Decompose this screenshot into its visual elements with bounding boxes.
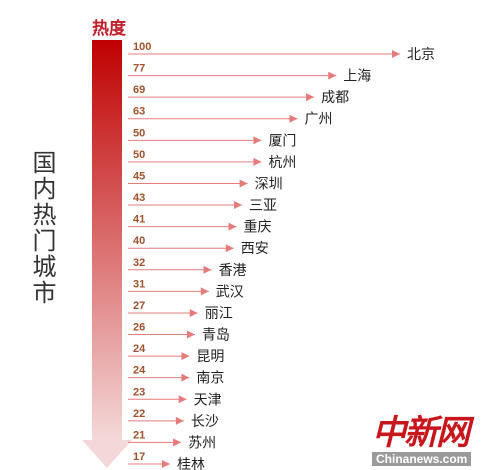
city-label: 广州 — [304, 112, 332, 128]
city-label: 杭州 — [268, 155, 296, 171]
chart-title: 国内热门城市 — [28, 150, 56, 306]
city-label: 深圳 — [255, 176, 283, 192]
value-label: 17 — [133, 451, 145, 463]
city-label: 重庆 — [244, 220, 272, 236]
city-label: 上海 — [343, 69, 371, 85]
arrow-head — [181, 373, 190, 382]
value-label: 22 — [133, 408, 145, 420]
value-label: 43 — [133, 192, 145, 204]
arrow-head — [200, 287, 209, 296]
city-label: 天津 — [194, 392, 222, 408]
value-label: 21 — [133, 429, 145, 441]
city-label: 成都 — [321, 90, 349, 106]
city-label: 厦门 — [268, 133, 296, 149]
value-label: 27 — [133, 300, 145, 312]
value-label: 26 — [133, 322, 145, 334]
value-label: 24 — [133, 365, 146, 377]
city-label: 三亚 — [249, 198, 277, 214]
arrow-head — [181, 352, 190, 361]
city-label: 西安 — [241, 241, 269, 257]
arrow-head — [328, 71, 337, 80]
city-label: 长沙 — [191, 414, 219, 430]
value-label: 40 — [133, 235, 145, 247]
value-label: 77 — [133, 63, 145, 75]
city-label: 青岛 — [202, 328, 230, 344]
value-label: 32 — [133, 257, 145, 269]
city-label: 昆明 — [196, 349, 224, 365]
value-label: 50 — [133, 149, 145, 161]
axis-label: 热度 — [92, 19, 126, 39]
city-label: 武汉 — [216, 284, 244, 300]
arrow-head — [239, 179, 248, 188]
city-label: 香港 — [219, 263, 247, 279]
arrow-head — [175, 416, 184, 425]
arrow-head — [178, 395, 187, 404]
arrow-head — [225, 244, 234, 253]
city-label: 丽江 — [205, 306, 233, 322]
city-label: 北京 — [407, 47, 435, 63]
arrow-head — [203, 265, 212, 274]
arrow-head — [189, 308, 198, 317]
value-label: 100 — [133, 41, 151, 53]
arrow-head — [234, 201, 243, 210]
arrow-head — [253, 136, 262, 145]
value-label: 24 — [133, 343, 146, 355]
value-label: 31 — [133, 278, 145, 290]
value-label: 23 — [133, 386, 145, 398]
city-label: 南京 — [196, 371, 224, 387]
chinanews-logo: 中新网 — [372, 413, 470, 453]
arrow-head — [162, 460, 170, 468]
arrow-head — [289, 114, 298, 123]
arrow-head — [392, 50, 400, 58]
arrow-head — [306, 93, 315, 102]
value-label: 50 — [133, 127, 145, 139]
arrow-head — [186, 330, 195, 339]
city-label: 桂林 — [177, 457, 205, 470]
arrow-head — [253, 157, 262, 166]
arrow-head — [228, 222, 237, 231]
value-label: 45 — [133, 170, 145, 182]
arrow-head — [173, 438, 182, 447]
value-label: 41 — [133, 214, 145, 226]
heat-thermometer-bar — [82, 40, 132, 468]
value-label: 63 — [133, 106, 145, 118]
value-label: 69 — [133, 84, 145, 96]
chinanews-site-label: Chinanews.com — [372, 452, 472, 466]
city-label: 苏州 — [188, 435, 216, 451]
